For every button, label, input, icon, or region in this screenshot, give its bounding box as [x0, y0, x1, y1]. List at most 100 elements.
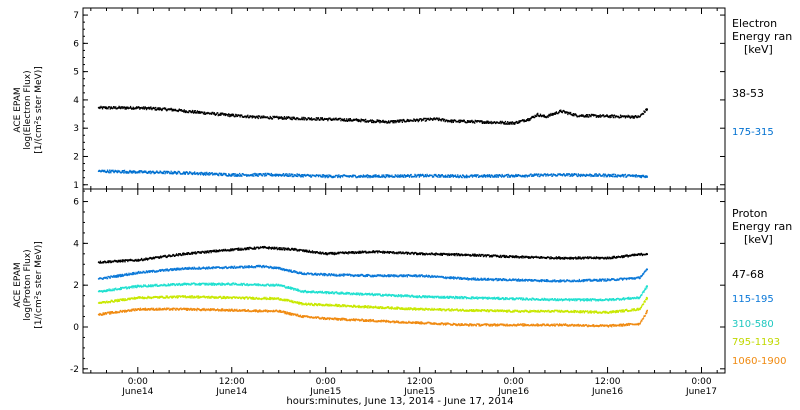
proton-point-310-580: [418, 295, 421, 298]
proton-point-795-1193: [324, 304, 327, 306]
electron-ytick-label: 4: [73, 96, 79, 106]
electron-point-38-53: [356, 119, 358, 122]
electron-point-175-315: [136, 171, 139, 173]
electron-ylabel-line-3: [1/(cm²s ster MeV)]: [34, 66, 44, 153]
electron-point-38-53: [544, 116, 546, 118]
proton-point-1060-1900: [230, 309, 233, 312]
proton-point-115-195: [638, 277, 640, 279]
proton-legend-795-1193: 795-1193: [732, 337, 780, 348]
proton-legend-title-2: Energy ran: [732, 220, 792, 233]
proton-point-1060-1900: [136, 308, 139, 311]
electron-ytick-label: 6: [73, 39, 79, 49]
electron-plot-frame: [82, 7, 726, 190]
electron-point-38-53: [559, 110, 562, 113]
electron-series-38-53: [97, 105, 648, 125]
electron-ytick-label: 1: [73, 181, 79, 191]
electron-point-175-315: [606, 174, 609, 177]
proton-point-310-580: [183, 283, 186, 285]
electron-point-38-53: [536, 113, 538, 116]
x-tick-date-label: June17: [685, 387, 717, 397]
proton-point-47-68: [418, 252, 421, 255]
proton-legend-115-195: 115-195: [732, 294, 774, 305]
electron-point-38-53: [293, 117, 296, 120]
proton-point-310-580: [645, 285, 648, 288]
electron-point-38-53: [638, 116, 640, 118]
proton-legend-47-68: 47-68: [732, 268, 764, 281]
proton-series-795-1193: [97, 295, 648, 314]
proton-point-310-580: [606, 298, 609, 301]
proton-ytick-label: 6: [73, 198, 79, 208]
proton-point-47-68: [262, 246, 264, 249]
proton-legend-1060-1900: 1060-1900: [732, 356, 787, 367]
proton-point-310-580: [277, 284, 280, 287]
proton-point-47-68: [136, 259, 139, 261]
proton-point-310-580: [97, 290, 100, 293]
x-tick-date-label: June16: [497, 387, 529, 397]
electron-ylabel-line-1: ACE EPAM: [13, 87, 23, 132]
electron-point-175-315: [183, 172, 186, 174]
proton-series-310-580: [97, 282, 648, 302]
proton-point-1060-1900: [512, 324, 515, 326]
proton-point-310-580: [559, 298, 562, 301]
electron-point-175-315: [230, 174, 233, 176]
electron-point-175-315: [324, 175, 327, 178]
proton-point-115-195: [277, 267, 280, 270]
proton-point-795-1193: [606, 311, 609, 314]
proton-point-1060-1900: [371, 319, 374, 322]
proton-point-310-580: [371, 293, 374, 296]
proton-point-310-580: [301, 290, 304, 293]
electron-point-38-53: [230, 114, 233, 117]
proton-point-795-1193: [371, 306, 374, 308]
proton-point-115-195: [301, 272, 304, 275]
proton-point-115-195: [262, 265, 264, 268]
x-tick-date-label: June14: [215, 387, 247, 397]
electron-point-38-53: [512, 122, 515, 124]
x-tick-date-label: June16: [591, 387, 623, 397]
x-tick-time-label: 12:00: [407, 377, 433, 387]
proton-point-1060-1900: [645, 310, 648, 313]
proton-point-795-1193: [559, 310, 562, 313]
proton-point-47-68: [230, 248, 233, 251]
electron-point-38-53: [97, 106, 100, 109]
electron-point-175-315: [97, 170, 100, 173]
x-tick-time-label: 12:00: [219, 377, 245, 387]
proton-point-47-68: [97, 261, 100, 264]
electron-legend-38-53: 38-53: [732, 87, 764, 100]
proton-ytick-label: 0: [73, 323, 79, 333]
x-tick-date-label: June15: [403, 387, 435, 397]
proton-point-47-68: [645, 252, 648, 255]
electron-point-38-53: [262, 116, 264, 119]
electron-ytick-label: 7: [73, 11, 79, 21]
proton-point-795-1193: [638, 308, 640, 311]
electron-series-175-315: [97, 169, 648, 179]
electron-ylabel-line-2: log(Electron Flux): [23, 70, 33, 149]
proton-ytick-label: 4: [73, 239, 79, 249]
proton-point-795-1193: [136, 296, 139, 299]
proton-point-795-1193: [183, 295, 186, 298]
proton-point-1060-1900: [418, 321, 421, 324]
electron-point-175-315: [277, 174, 280, 176]
proton-point-115-195: [465, 278, 468, 280]
electron-point-38-53: [645, 108, 648, 110]
proton-point-310-580: [638, 296, 640, 299]
electron-point-38-53: [403, 119, 405, 122]
proton-panel: -2 0 2 4 6: [70, 188, 726, 375]
electron-point-38-53: [528, 118, 531, 120]
proton-point-115-195: [559, 280, 562, 282]
electron-point-38-53: [434, 118, 437, 120]
electron-legend-title-3: [keV]: [744, 43, 773, 56]
x-tick-time-label: 12:00: [595, 377, 621, 387]
proton-legend-310-580: 310-580: [732, 319, 774, 330]
proton-point-115-195: [183, 267, 186, 270]
electron-point-38-53: [481, 121, 484, 123]
electron-panel: 1 2 3 4 5 6 7: [73, 7, 726, 191]
electron-point-38-53: [575, 114, 578, 117]
electron-legend-175-315: 175-315: [732, 127, 774, 138]
proton-point-1060-1900: [301, 315, 304, 318]
proton-point-310-580: [136, 285, 139, 288]
electron-point-38-53: [199, 111, 202, 114]
proton-point-115-195: [230, 266, 233, 269]
proton-point-310-580: [465, 296, 468, 299]
electron-legend-title-1: Electron: [732, 17, 777, 30]
